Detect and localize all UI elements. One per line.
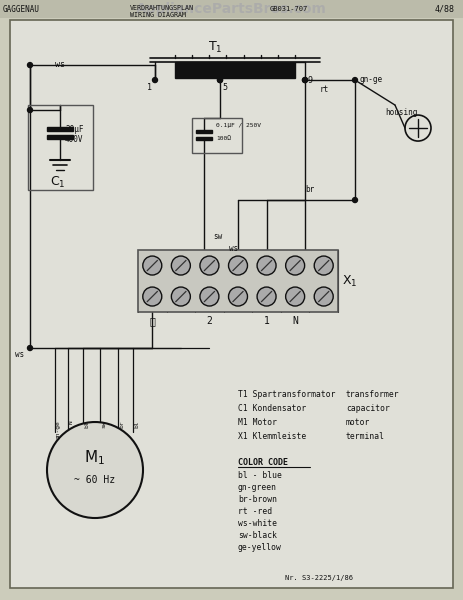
- Bar: [196, 130, 212, 133]
- Circle shape: [229, 287, 248, 306]
- Text: bl: bl: [84, 420, 89, 428]
- Text: 1: 1: [263, 316, 269, 326]
- Circle shape: [302, 77, 307, 83]
- Text: 0.1μF / 250V: 0.1μF / 250V: [216, 123, 261, 128]
- Text: 20μF: 20μF: [65, 125, 83, 134]
- Text: bl: bl: [134, 420, 139, 428]
- Circle shape: [302, 77, 307, 83]
- Circle shape: [200, 287, 219, 306]
- Text: X$_1$: X$_1$: [342, 274, 357, 289]
- Circle shape: [171, 256, 190, 275]
- Circle shape: [286, 256, 305, 275]
- Text: M$_1$: M$_1$: [84, 449, 106, 467]
- Text: br: br: [305, 185, 314, 194]
- Text: sw: sw: [101, 420, 106, 428]
- Text: ⏚: ⏚: [150, 316, 155, 326]
- Text: X1 Klemmleiste: X1 Klemmleiste: [238, 432, 306, 441]
- Bar: [47, 127, 73, 131]
- Circle shape: [143, 287, 162, 306]
- Circle shape: [27, 62, 32, 68]
- Text: capacitor: capacitor: [346, 404, 390, 413]
- Circle shape: [47, 422, 143, 518]
- Bar: [175, 62, 295, 78]
- Text: VERDRAHTUNGSPLAN: VERDRAHTUNGSPLAN: [130, 5, 194, 11]
- Bar: [192, 118, 242, 153]
- Bar: [28, 105, 93, 190]
- Circle shape: [286, 287, 305, 306]
- Text: rt: rt: [320, 85, 329, 94]
- Text: WIRING DIAGRAM: WIRING DIAGRAM: [130, 12, 186, 18]
- Circle shape: [257, 256, 276, 275]
- Text: bl - blue: bl - blue: [238, 471, 282, 480]
- Text: ge-yellow: ge-yellow: [238, 543, 282, 552]
- Circle shape: [257, 287, 276, 306]
- Text: ws-white: ws-white: [238, 519, 277, 528]
- Text: br-brown: br-brown: [238, 495, 277, 504]
- Text: motor: motor: [346, 418, 370, 427]
- Text: gn-ge: gn-ge: [56, 420, 61, 439]
- Text: Nr. S3-2225/1/86: Nr. S3-2225/1/86: [285, 575, 353, 581]
- Circle shape: [218, 77, 223, 83]
- Text: C1 Kondensator: C1 Kondensator: [238, 404, 306, 413]
- Bar: [47, 135, 73, 139]
- Text: 2: 2: [206, 316, 213, 326]
- Text: ws: ws: [229, 244, 238, 253]
- Circle shape: [352, 197, 357, 203]
- Text: transformer: transformer: [346, 390, 400, 399]
- Text: gn-ge: gn-ge: [360, 75, 383, 84]
- Text: ws: ws: [55, 60, 65, 69]
- Text: COLOR CODE: COLOR CODE: [238, 458, 288, 467]
- Text: ~ 60 Hz: ~ 60 Hz: [75, 475, 116, 485]
- Text: 100Ω: 100Ω: [216, 136, 231, 141]
- Text: 5: 5: [222, 83, 227, 92]
- Text: N: N: [69, 420, 74, 424]
- Text: 4/88: 4/88: [435, 5, 455, 14]
- Bar: [0, 0, 463, 18]
- Text: T1 Spartransformator: T1 Spartransformator: [238, 390, 336, 399]
- Text: AppliancePartsBros.com: AppliancePartsBros.com: [136, 2, 326, 16]
- Text: 9: 9: [308, 76, 313, 85]
- Bar: [196, 137, 212, 140]
- Text: 400V: 400V: [65, 135, 83, 144]
- Circle shape: [143, 256, 162, 275]
- Circle shape: [27, 107, 32, 113]
- Text: N: N: [292, 316, 298, 326]
- Circle shape: [352, 77, 357, 83]
- Text: GB031-707: GB031-707: [270, 6, 308, 12]
- Circle shape: [152, 77, 157, 83]
- Text: C$_1$: C$_1$: [50, 175, 66, 190]
- Circle shape: [171, 287, 190, 306]
- Circle shape: [314, 256, 333, 275]
- Text: terminal: terminal: [346, 432, 385, 441]
- Text: T$_1$: T$_1$: [208, 40, 222, 55]
- Text: sw-black: sw-black: [238, 531, 277, 540]
- Circle shape: [218, 77, 223, 83]
- Text: M1 Motor: M1 Motor: [238, 418, 277, 427]
- Text: 1: 1: [148, 83, 152, 92]
- Text: sw: sw: [214, 232, 223, 241]
- Circle shape: [229, 256, 248, 275]
- Text: GAGGENAU: GAGGENAU: [3, 5, 40, 14]
- Text: br: br: [119, 420, 124, 428]
- Text: ws: ws: [15, 350, 24, 359]
- Text: rt -red: rt -red: [238, 507, 272, 516]
- Circle shape: [314, 287, 333, 306]
- Text: gn-green: gn-green: [238, 483, 277, 492]
- Circle shape: [27, 346, 32, 350]
- Circle shape: [200, 256, 219, 275]
- Text: housing: housing: [385, 108, 417, 117]
- Bar: [138, 250, 338, 312]
